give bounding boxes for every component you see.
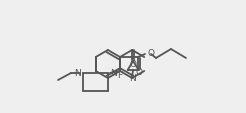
Text: N: N	[110, 69, 117, 78]
Text: O: O	[136, 68, 142, 77]
Text: O: O	[130, 60, 137, 69]
Text: N: N	[129, 74, 136, 83]
Text: F: F	[117, 71, 123, 80]
Text: O: O	[148, 49, 155, 58]
Text: N: N	[74, 69, 81, 78]
